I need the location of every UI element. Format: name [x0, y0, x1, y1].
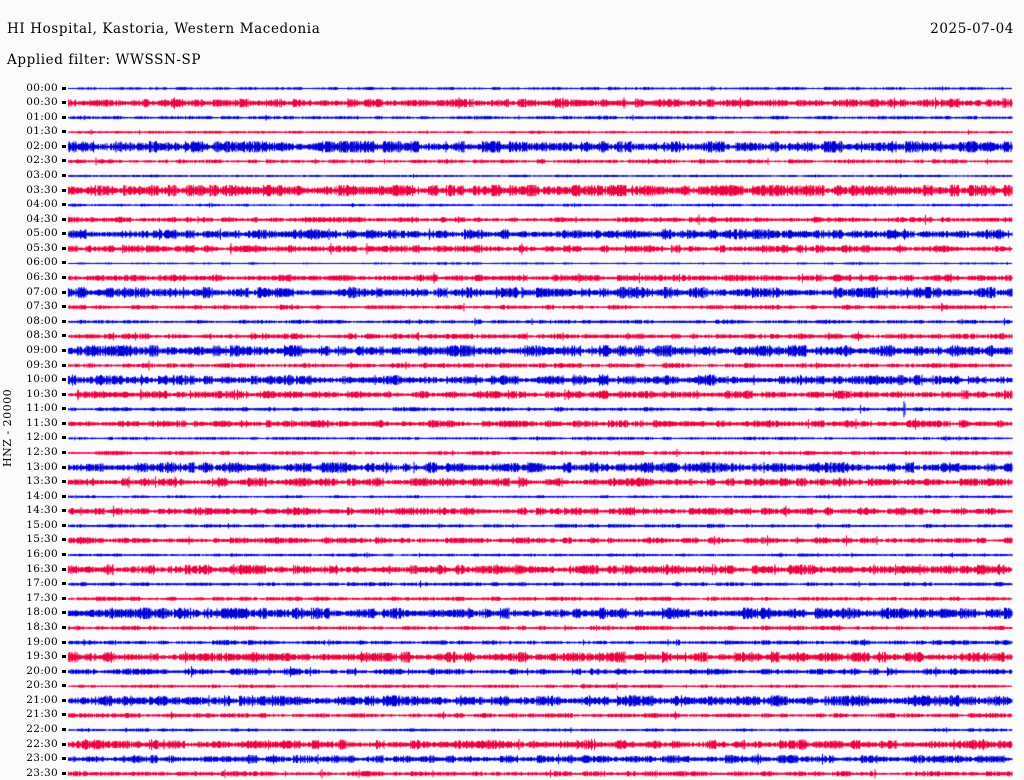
axis-tick — [62, 130, 66, 134]
time-label: 22:00 — [26, 723, 58, 736]
time-label: 18:00 — [26, 606, 58, 619]
axis-tick — [62, 276, 66, 280]
time-label: 14:30 — [26, 504, 58, 517]
time-label: 19:30 — [26, 650, 58, 663]
time-label: 06:00 — [26, 256, 58, 269]
time-label: 23:30 — [26, 766, 58, 779]
axis-tick — [62, 217, 66, 221]
axis-tick — [62, 144, 66, 148]
time-label: 18:30 — [26, 620, 58, 633]
axis-tick — [62, 436, 66, 440]
axis-tick — [62, 698, 66, 702]
axis-tick — [62, 334, 66, 338]
time-label: 11:30 — [26, 416, 58, 429]
axis-tick — [62, 348, 66, 352]
axis-tick — [62, 684, 66, 688]
time-label: 20:30 — [26, 679, 58, 692]
time-label: 21:30 — [26, 708, 58, 721]
time-label: 12:00 — [26, 431, 58, 444]
time-label: 14:00 — [26, 489, 58, 502]
time-label: 16:00 — [26, 548, 58, 561]
axis-tick — [62, 713, 66, 717]
axis-tick — [62, 378, 66, 382]
axis-tick — [62, 246, 66, 250]
axis-tick — [62, 101, 66, 105]
time-label: 15:30 — [26, 533, 58, 546]
time-label: 22:30 — [26, 737, 58, 750]
time-label: 11:00 — [26, 402, 58, 415]
time-label: 07:00 — [26, 285, 58, 298]
time-label: 15:00 — [26, 518, 58, 531]
time-label: 17:30 — [26, 591, 58, 604]
axis-tick — [62, 771, 66, 775]
axis-tick — [62, 188, 66, 192]
axis-tick — [62, 625, 66, 629]
axis-tick — [62, 159, 66, 163]
axis-tick — [62, 480, 66, 484]
time-label: 04:30 — [26, 212, 58, 225]
time-label: 16:30 — [26, 562, 58, 575]
axis-tick — [62, 742, 66, 746]
time-label: 10:30 — [26, 387, 58, 400]
time-label: 12:30 — [26, 446, 58, 458]
axis-tick — [62, 640, 66, 644]
axis-tick — [62, 173, 66, 177]
axis-tick — [62, 582, 66, 586]
axis-tick — [62, 465, 66, 469]
time-label: 03:30 — [26, 183, 58, 196]
axis-tick — [62, 655, 66, 659]
axis-tick — [62, 407, 66, 411]
time-label: 21:00 — [26, 693, 58, 706]
axis-tick — [62, 232, 66, 236]
axis-tick — [62, 523, 66, 527]
axis-tick — [62, 363, 66, 367]
axis-tick — [62, 203, 66, 207]
time-label: 06:30 — [26, 271, 58, 284]
axis-tick — [62, 553, 66, 557]
axis-tick — [62, 86, 66, 90]
axis-tick — [62, 451, 66, 454]
axis-tick — [62, 538, 66, 542]
time-label: 03:00 — [26, 168, 58, 181]
time-label: 08:30 — [26, 329, 58, 342]
time-label: 08:00 — [26, 314, 58, 327]
time-label: 09:30 — [26, 358, 58, 371]
axis-tick — [62, 669, 66, 673]
time-label: 05:00 — [26, 227, 58, 240]
time-label: 01:30 — [26, 125, 58, 138]
time-label: 20:00 — [26, 664, 58, 677]
axis-tick — [62, 611, 66, 615]
axis-tick — [62, 567, 66, 571]
axis-tick — [62, 115, 66, 119]
time-label: 02:00 — [26, 139, 58, 152]
time-label: 01:00 — [26, 110, 58, 123]
time-label: 07:30 — [26, 300, 58, 313]
axis-tick — [62, 421, 66, 425]
time-label: 04:00 — [26, 198, 58, 211]
axis-tick — [62, 596, 66, 600]
axis-tick — [62, 305, 66, 309]
axis-tick — [62, 728, 66, 732]
time-label: 17:00 — [26, 577, 58, 590]
time-label: 13:00 — [26, 460, 58, 473]
axis-tick — [62, 509, 66, 513]
time-label: 19:00 — [26, 635, 58, 648]
time-label: 23:00 — [26, 752, 58, 765]
time-label: 05:30 — [26, 241, 58, 254]
axis-tick — [62, 319, 66, 323]
axis-tick — [62, 494, 66, 498]
axis-tick — [62, 261, 66, 265]
axis-tick — [62, 757, 66, 761]
axis-tick — [62, 290, 66, 294]
time-label: 09:00 — [26, 343, 58, 356]
time-label: 13:30 — [26, 475, 58, 488]
axis-tick — [62, 392, 66, 396]
time-label: 02:30 — [26, 154, 58, 167]
time-label: 00:00 — [26, 81, 58, 94]
time-label: 00:30 — [26, 96, 58, 109]
time-label: 10:00 — [26, 373, 58, 386]
